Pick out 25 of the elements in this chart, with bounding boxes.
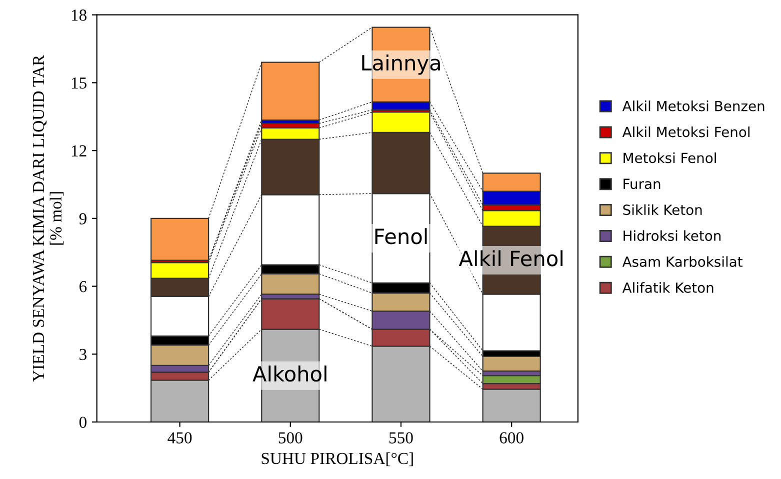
x-tick-label: 600 [500,432,524,444]
legend-label: Metoksi Fenol [624,152,716,164]
y-tick-label: 6 [80,281,87,292]
legend-label: Siklik Keton [623,204,702,216]
y-tick-label: 0 [79,416,86,428]
series-label: Alkil Fenol [458,250,562,266]
x-tick-label: 550 [389,432,413,444]
x-tick-label: 500 [278,432,302,444]
legend-label: Alkil Metoksi Fenol [622,126,750,138]
series-label: Lainnya [362,54,440,75]
y-tick-label: 15 [72,77,86,89]
y-tick-label: 12 [72,145,86,156]
legend-label: Alkil Metoksi Benzen [622,100,764,112]
series-label: Fenol [375,228,427,244]
x-tick-label: 450 [168,432,192,444]
legend-label: Alkohol [252,366,326,382]
y-tick-label: 18 [72,10,86,21]
y-tick-label: 3 [80,348,86,360]
y-tick-label: 9 [79,213,86,224]
x-axis-title: SUHU PIROLISA[°C] [262,452,413,466]
legend-label: Hidroksi keton [624,230,720,242]
y-axis-title: YIELD SENYAWA KIMIA DARI LIQUID TAR [% mol] [32,54,64,382]
legend-label: Asam Karboksilat [622,256,742,267]
legend-label: Alifatik Keton [622,282,714,293]
legend-label: Furan [624,178,660,190]
